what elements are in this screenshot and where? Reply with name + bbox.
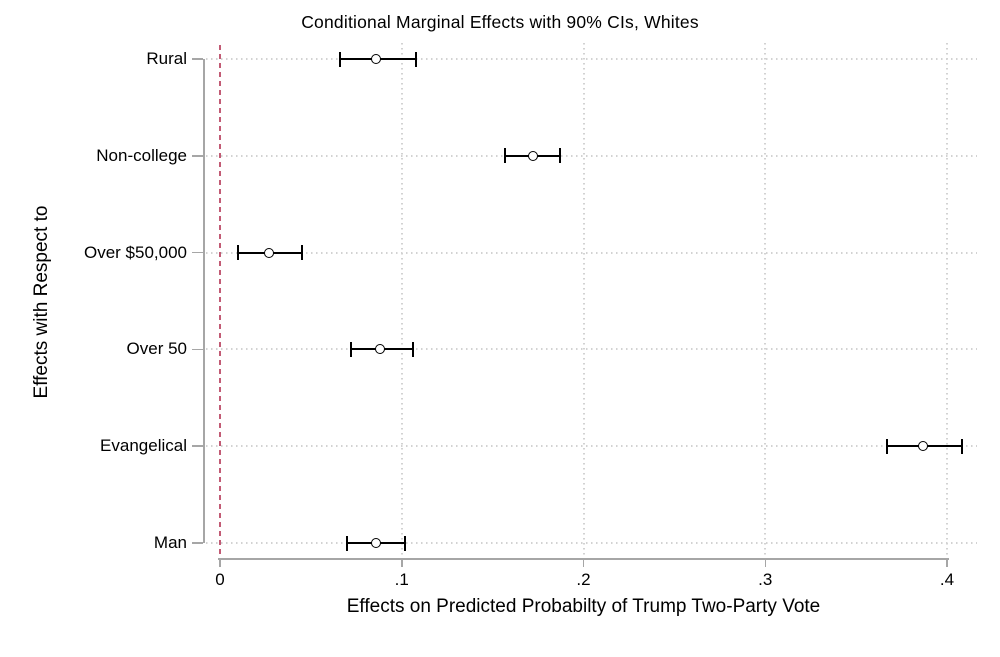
category-label: Evangelical bbox=[100, 436, 187, 456]
ci-cap-left bbox=[349, 341, 352, 357]
category-label: Non-college bbox=[96, 145, 187, 165]
ci-cap-right bbox=[558, 148, 561, 164]
point-marker bbox=[371, 54, 382, 64]
category-label: Over 50 bbox=[126, 339, 187, 359]
y-tick bbox=[192, 445, 203, 447]
point-marker bbox=[264, 247, 275, 258]
x-tick bbox=[764, 558, 766, 567]
y-axis-title: Effects with Respect to bbox=[31, 205, 52, 399]
zero-reference-line bbox=[219, 45, 221, 558]
ci-cap-right bbox=[960, 438, 963, 454]
x-tick bbox=[582, 558, 585, 567]
point-marker bbox=[918, 441, 929, 452]
h-gridline bbox=[206, 348, 977, 351]
chart-title: Conditional Marginal Effects with 90% CI… bbox=[301, 12, 699, 32]
x-axis-title: Effects on Predicted Probabilty of Trump… bbox=[346, 596, 821, 617]
ci-cap-right bbox=[404, 535, 407, 551]
ci-cap-left bbox=[237, 245, 240, 261]
x-tick bbox=[401, 558, 403, 567]
ci-cap-right bbox=[411, 341, 414, 357]
y-tick bbox=[192, 251, 203, 254]
h-gridline bbox=[206, 251, 977, 254]
ci-cap-left bbox=[504, 148, 507, 164]
ci-cap-right bbox=[415, 51, 418, 67]
y-tick bbox=[192, 58, 203, 60]
category-label: Over $50,000 bbox=[83, 242, 187, 262]
ci-cap-right bbox=[300, 245, 303, 261]
category-label: Rural bbox=[146, 49, 187, 68]
x-tick-label: .3 bbox=[758, 570, 773, 589]
v-gridline bbox=[582, 43, 585, 558]
point-marker bbox=[374, 344, 385, 355]
x-tick-label: .1 bbox=[394, 570, 409, 589]
ci-cap-left bbox=[338, 51, 341, 67]
y-tick bbox=[192, 542, 203, 544]
h-gridline bbox=[206, 154, 977, 157]
point-marker bbox=[371, 538, 382, 548]
ci-cap-left bbox=[346, 535, 349, 551]
v-gridline bbox=[946, 43, 948, 558]
x-tick bbox=[946, 558, 948, 567]
x-tick-label: .2 bbox=[576, 570, 591, 589]
y-tick bbox=[192, 155, 203, 157]
h-gridline bbox=[206, 445, 977, 448]
x-tick bbox=[219, 558, 221, 567]
y-axis-line bbox=[203, 59, 205, 543]
x-tick-label: 0 bbox=[215, 570, 225, 589]
v-gridline bbox=[764, 43, 767, 558]
v-gridline bbox=[400, 43, 403, 558]
x-tick-label: .4 bbox=[939, 570, 955, 589]
y-tick bbox=[192, 348, 203, 351]
ci-cap-left bbox=[886, 438, 889, 454]
point-marker bbox=[527, 150, 538, 161]
category-label: Man bbox=[153, 533, 187, 552]
h-gridline bbox=[206, 58, 977, 60]
h-gridline bbox=[206, 542, 977, 544]
